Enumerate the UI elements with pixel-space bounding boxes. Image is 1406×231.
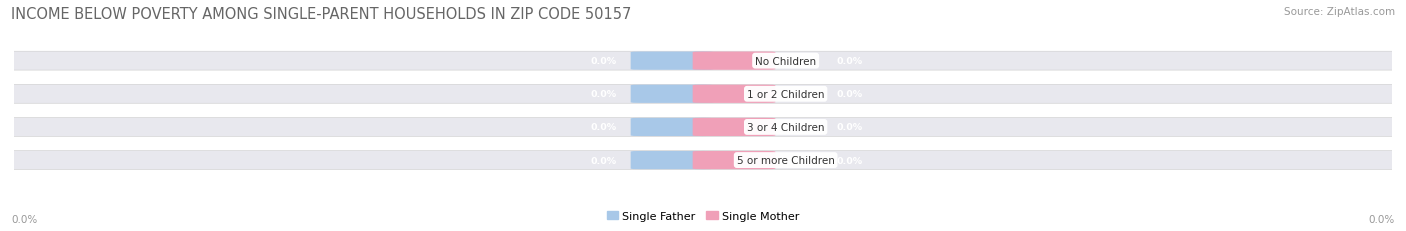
Text: 0.0%: 0.0% (837, 57, 863, 66)
FancyBboxPatch shape (693, 118, 775, 137)
FancyBboxPatch shape (631, 118, 713, 137)
Text: Source: ZipAtlas.com: Source: ZipAtlas.com (1284, 7, 1395, 17)
FancyBboxPatch shape (693, 85, 775, 103)
FancyBboxPatch shape (0, 85, 1406, 104)
Text: 3 or 4 Children: 3 or 4 Children (747, 122, 824, 132)
Text: 0.0%: 0.0% (11, 214, 38, 224)
Text: 5 or more Children: 5 or more Children (737, 155, 835, 165)
Text: 1 or 2 Children: 1 or 2 Children (747, 89, 824, 99)
FancyBboxPatch shape (0, 52, 1406, 71)
Text: 0.0%: 0.0% (591, 123, 616, 132)
Text: 0.0%: 0.0% (837, 156, 863, 165)
Text: 0.0%: 0.0% (837, 90, 863, 99)
FancyBboxPatch shape (631, 151, 713, 170)
Legend: Single Father, Single Mother: Single Father, Single Mother (602, 207, 804, 225)
Text: 0.0%: 0.0% (1368, 214, 1395, 224)
FancyBboxPatch shape (631, 52, 713, 70)
FancyBboxPatch shape (693, 151, 775, 170)
Text: No Children: No Children (755, 56, 817, 66)
Text: INCOME BELOW POVERTY AMONG SINGLE-PARENT HOUSEHOLDS IN ZIP CODE 50157: INCOME BELOW POVERTY AMONG SINGLE-PARENT… (11, 7, 631, 22)
FancyBboxPatch shape (693, 52, 775, 70)
Text: 0.0%: 0.0% (591, 156, 616, 165)
FancyBboxPatch shape (0, 118, 1406, 137)
FancyBboxPatch shape (0, 151, 1406, 170)
Text: 0.0%: 0.0% (591, 90, 616, 99)
Text: 0.0%: 0.0% (837, 123, 863, 132)
Text: 0.0%: 0.0% (591, 57, 616, 66)
FancyBboxPatch shape (631, 85, 713, 103)
